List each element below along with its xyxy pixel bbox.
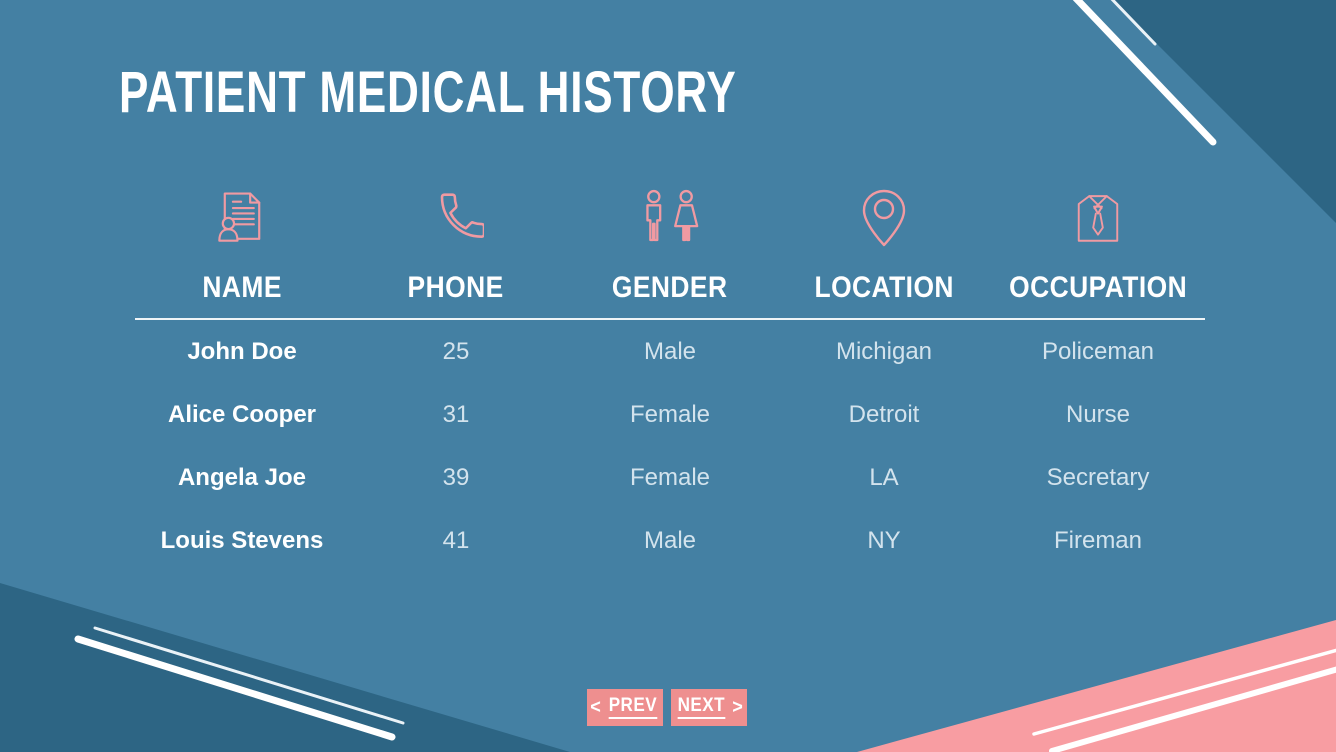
cell-name: Louis Stevens <box>160 526 324 554</box>
bottom-left-thin-line <box>93 626 405 725</box>
bottom-right-pink-triangle <box>857 620 1336 752</box>
bottom-left-dark-triangle <box>0 583 570 752</box>
cell-location: NY <box>867 526 901 554</box>
table-row: John Doe 25 Male Michigan Policeman <box>135 320 1205 383</box>
prev-button[interactable]: < PREV <box>587 689 663 726</box>
cell-gender: Female <box>629 463 711 491</box>
cell-name: Angela Joe <box>177 463 307 491</box>
table-header-row: NAME PHONE GENDER LOCATION OCCUPATION <box>135 262 1205 314</box>
next-button[interactable]: NEXT > <box>671 689 747 726</box>
cell-occupation: Fireman <box>1053 526 1143 554</box>
page-title: PATIENT MEDICAL HISTORY <box>119 60 737 125</box>
prev-button-label: PREV <box>608 696 658 719</box>
cell-location: Detroit <box>848 400 920 428</box>
cell-location: Michigan <box>835 337 933 365</box>
chevron-right-icon: > <box>732 697 744 718</box>
next-button-label: NEXT <box>677 696 725 719</box>
column-icons-row <box>135 186 1205 250</box>
column-header-gender: GENDER <box>612 271 728 304</box>
table-row: Louis Stevens 41 Male NY Fireman <box>135 509 1205 572</box>
header-divider-line <box>135 318 1205 320</box>
cell-phone: 25 <box>442 337 470 365</box>
gender-icon <box>563 186 777 250</box>
cell-gender: Female <box>629 400 711 428</box>
cell-name: John Doe <box>187 337 297 365</box>
cell-phone: 41 <box>442 526 470 554</box>
cell-location: LA <box>869 463 899 491</box>
patient-record-icon <box>135 186 349 250</box>
bottom-right-thin-line <box>1032 648 1336 736</box>
cell-phone: 39 <box>442 463 470 491</box>
table-row: Angela Joe 39 Female LA Secretary <box>135 446 1205 509</box>
top-right-thin-line <box>1110 0 1157 46</box>
slide-navigation: < PREV NEXT > <box>587 689 747 726</box>
bottom-left-thick-line <box>74 635 396 741</box>
cell-gender: Male <box>643 337 697 365</box>
location-pin-icon <box>777 186 991 250</box>
column-header-location: LOCATION <box>814 271 954 304</box>
column-header-name: NAME <box>202 271 282 304</box>
cell-name: Alice Cooper <box>167 400 317 428</box>
cell-occupation: Secretary <box>1046 463 1150 491</box>
patient-table: NAME PHONE GENDER LOCATION OCCUPATION Jo… <box>135 186 1205 572</box>
phone-icon <box>349 186 563 250</box>
cell-occupation: Policeman <box>1041 337 1155 365</box>
shirt-tie-icon <box>991 186 1205 250</box>
cell-gender: Male <box>643 526 697 554</box>
cell-occupation: Nurse <box>1065 400 1131 428</box>
chevron-left-icon: < <box>590 697 601 718</box>
table-row: Alice Cooper 31 Female Detroit Nurse <box>135 383 1205 446</box>
bottom-right-thick-line <box>1049 666 1336 752</box>
column-header-occupation: OCCUPATION <box>1009 271 1187 304</box>
cell-phone: 31 <box>442 400 470 428</box>
column-header-phone: PHONE <box>407 271 505 304</box>
top-right-thick-line <box>1072 0 1217 146</box>
